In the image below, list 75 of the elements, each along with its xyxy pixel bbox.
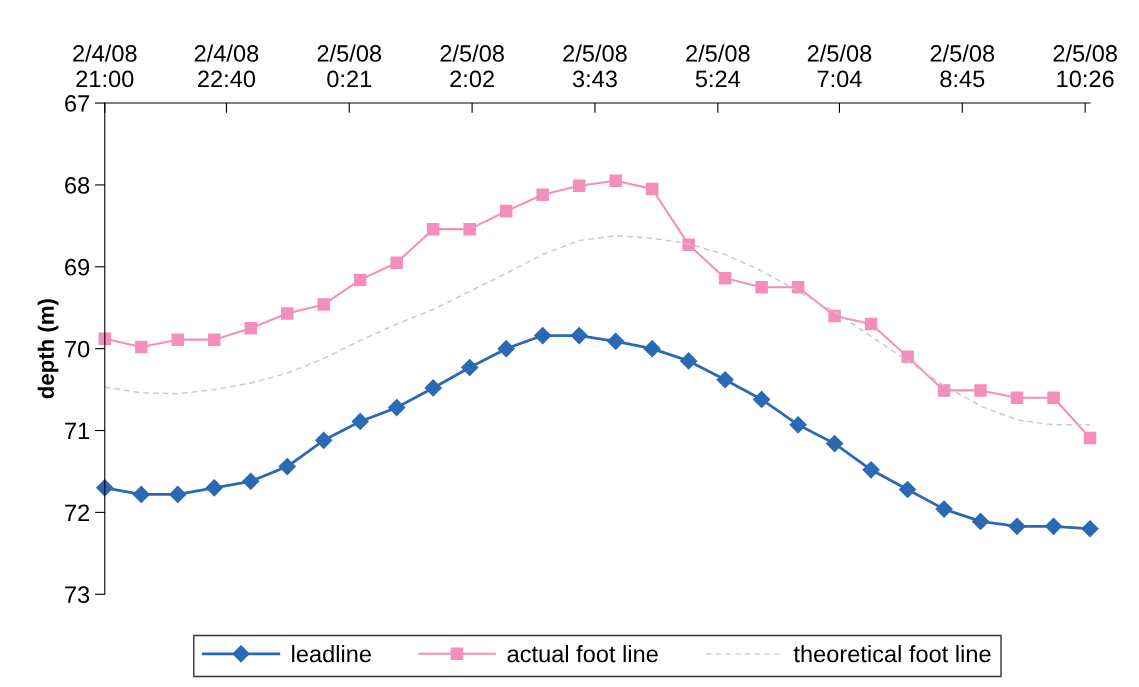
x-tick-label: 2/5/08 7:04: [807, 44, 872, 88]
point: [682, 238, 695, 251]
y-tick-label: 73: [65, 586, 90, 604]
point: [680, 352, 698, 370]
point: [426, 222, 440, 236]
point: [388, 399, 406, 417]
y-axis-title: depth (m): [37, 299, 59, 399]
y-tick-label: 71: [65, 422, 90, 440]
y-tick-label: 72: [65, 504, 90, 521]
point: [609, 174, 622, 188]
point: [935, 500, 953, 518]
point: [1081, 520, 1099, 538]
point: [205, 479, 223, 497]
point: [899, 480, 917, 499]
point: [353, 273, 367, 287]
x-tick-label: 2/5/08 2:02: [440, 44, 504, 88]
legend-label: theoretical foot line: [793, 644, 991, 663]
point: [499, 204, 513, 218]
point: [862, 461, 880, 479]
point: [972, 512, 990, 530]
x-tick-label: 2/5/08 10:26: [1053, 44, 1117, 88]
point: [937, 384, 951, 397]
point: [424, 379, 442, 397]
point: [461, 358, 479, 377]
point: [1010, 391, 1024, 405]
point: [534, 327, 552, 345]
y-tick-label: 69: [65, 258, 90, 276]
point: [607, 332, 625, 350]
point: [135, 340, 148, 354]
point: [828, 309, 841, 323]
point: [1008, 517, 1026, 535]
point: [171, 333, 185, 346]
point: [315, 431, 333, 449]
point: [572, 179, 586, 192]
x-tick-label: 2/5/08 8:45: [930, 44, 995, 88]
y-tick-label: 68: [65, 176, 90, 194]
point: [645, 182, 659, 196]
point: [1047, 391, 1060, 405]
point: [864, 317, 878, 331]
point: [208, 333, 221, 346]
point: [463, 222, 476, 236]
point: [755, 281, 768, 294]
point: [169, 485, 187, 503]
legend-label: actual foot line: [507, 644, 658, 663]
point: [826, 435, 844, 453]
y-tick-label: 70: [65, 340, 90, 358]
x-tick-label: 2/5/08 0:21: [317, 44, 382, 88]
point: [536, 188, 549, 201]
x-tick-label: 2/5/08 3:43: [563, 44, 627, 88]
point: [497, 340, 515, 358]
y-tick-label: 67: [65, 95, 90, 112]
point: [716, 371, 734, 389]
x-tick-label: 2/5/08 5:24: [686, 44, 750, 88]
point: [351, 412, 369, 431]
x-tick-label: 2/4/08 21:00: [73, 44, 137, 88]
point: [390, 256, 403, 269]
point: [753, 390, 771, 408]
point: [242, 472, 260, 490]
point: [317, 298, 330, 311]
x-tick-label: 2/4/08 22:40: [194, 44, 259, 88]
line-series: [104, 234, 1091, 426]
point: [132, 485, 150, 503]
point: [718, 271, 732, 285]
point: [643, 340, 661, 358]
point: [1083, 431, 1097, 445]
point: [901, 350, 914, 364]
point: [278, 457, 296, 476]
legend-label: leadline: [292, 644, 371, 663]
point: [570, 327, 588, 345]
point: [789, 416, 807, 434]
point: [974, 384, 987, 397]
point: [791, 281, 805, 294]
point: [244, 321, 257, 335]
point: [1044, 517, 1063, 535]
point: [280, 307, 294, 320]
